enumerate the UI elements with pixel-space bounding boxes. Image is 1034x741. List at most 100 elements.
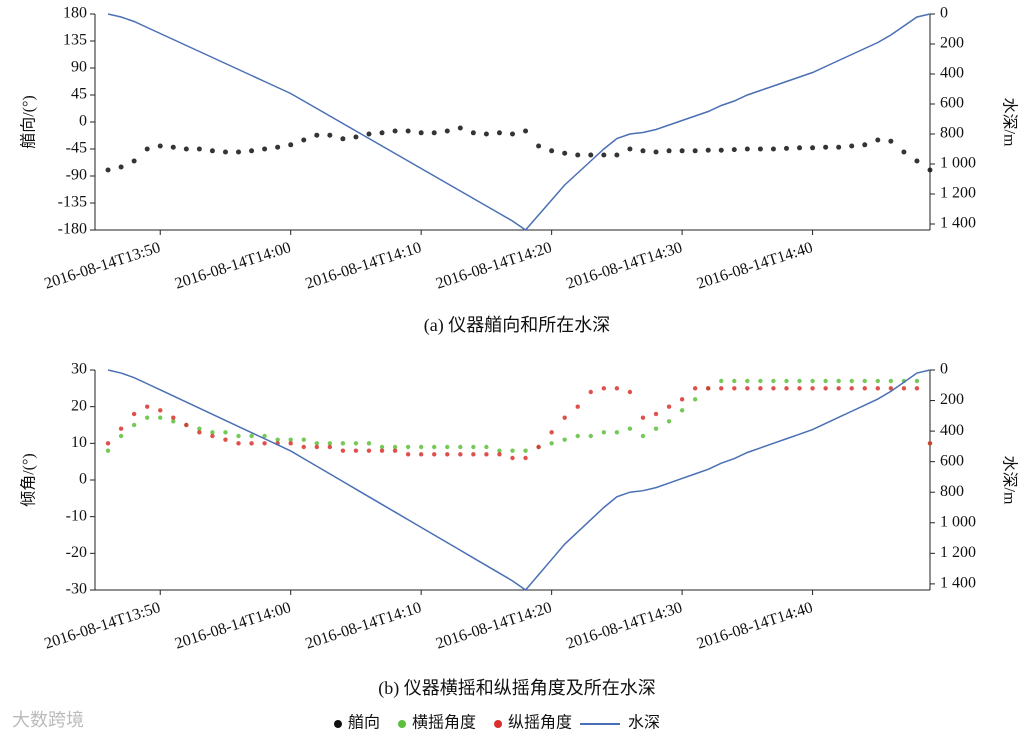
- point: [719, 386, 724, 391]
- point: [640, 415, 646, 420]
- point: [588, 152, 594, 158]
- point: [562, 150, 568, 156]
- legend-label: 水深: [628, 714, 660, 732]
- y-tick-label: 90: [71, 59, 87, 76]
- point: [471, 444, 476, 450]
- point: [666, 148, 672, 154]
- point: [718, 147, 724, 153]
- point: [562, 415, 567, 420]
- legend-swatch: [494, 720, 503, 728]
- point: [588, 433, 593, 439]
- point: [353, 441, 359, 446]
- point: [379, 130, 385, 136]
- point: [627, 426, 633, 431]
- point: [327, 444, 333, 450]
- legend-swatch: [334, 720, 342, 728]
- point: [823, 144, 829, 150]
- point: [418, 130, 424, 136]
- point: [483, 131, 489, 137]
- point: [601, 430, 607, 435]
- y2-tick-label: 1 000: [940, 513, 976, 530]
- point: [536, 143, 542, 149]
- point: [783, 145, 789, 151]
- point: [744, 146, 750, 152]
- legend-swatch: [398, 720, 407, 728]
- point: [210, 430, 215, 435]
- point: [575, 433, 580, 439]
- point: [836, 386, 841, 391]
- point: [340, 441, 346, 446]
- y-tick-label: -10: [66, 507, 87, 524]
- point: [836, 378, 841, 384]
- point: [458, 452, 463, 457]
- point: [470, 130, 476, 136]
- y2-tick-label: 400: [940, 65, 964, 82]
- point: [875, 378, 881, 384]
- point: [366, 448, 372, 453]
- point: [549, 441, 554, 446]
- point: [836, 144, 842, 150]
- point: [797, 378, 802, 384]
- point: [379, 444, 385, 450]
- point: [562, 437, 567, 442]
- point: [588, 389, 593, 395]
- point: [523, 448, 528, 453]
- point: [601, 386, 607, 391]
- point: [705, 147, 711, 153]
- y2-tick-label: 400: [940, 422, 964, 439]
- point: [366, 131, 372, 137]
- point: [914, 386, 920, 391]
- y-tick-label: -90: [66, 167, 87, 184]
- point: [157, 143, 163, 149]
- point: [496, 130, 502, 136]
- point: [497, 452, 502, 457]
- point: [392, 448, 398, 453]
- x-tick-label: 2016-08-14T14:40: [695, 239, 815, 293]
- y-tick-label: 0: [79, 113, 87, 130]
- point: [301, 444, 306, 450]
- point: [340, 448, 346, 453]
- y-tick-label: 0: [79, 471, 87, 488]
- point: [471, 452, 476, 457]
- point: [523, 455, 528, 461]
- point: [484, 452, 489, 457]
- y-tick-label: -135: [58, 194, 87, 211]
- x-tick-label: 2016-08-14T14:00: [173, 239, 293, 293]
- y2-tick-label: 0: [940, 5, 948, 22]
- x-tick-label: 2016-08-14T14:40: [695, 599, 815, 653]
- point: [640, 433, 646, 439]
- point: [901, 386, 907, 391]
- point: [849, 378, 854, 384]
- point: [458, 444, 463, 450]
- point: [666, 419, 672, 424]
- point: [692, 148, 698, 154]
- point: [510, 131, 515, 137]
- point: [758, 378, 763, 384]
- point: [196, 146, 202, 152]
- y-axis-title: 倾角/(°): [20, 453, 38, 507]
- point: [249, 441, 254, 446]
- point: [758, 386, 763, 391]
- point: [810, 386, 815, 391]
- point: [301, 437, 306, 442]
- y2-tick-label: 1 200: [940, 185, 976, 202]
- point: [575, 152, 581, 158]
- point: [771, 386, 776, 391]
- y-tick-label: -20: [66, 544, 87, 561]
- y2-tick-label: 1 400: [940, 575, 976, 592]
- point: [249, 148, 255, 154]
- point: [432, 452, 437, 457]
- point: [810, 145, 816, 151]
- point: [327, 441, 333, 446]
- point: [158, 415, 163, 420]
- y2-tick-label: 1 400: [940, 215, 976, 232]
- y2-tick-label: 600: [940, 452, 964, 469]
- point: [927, 441, 933, 446]
- point: [810, 378, 815, 384]
- point: [171, 419, 176, 424]
- point: [223, 430, 228, 435]
- point: [197, 430, 202, 435]
- point: [627, 389, 633, 395]
- point: [171, 415, 176, 420]
- point: [236, 149, 242, 155]
